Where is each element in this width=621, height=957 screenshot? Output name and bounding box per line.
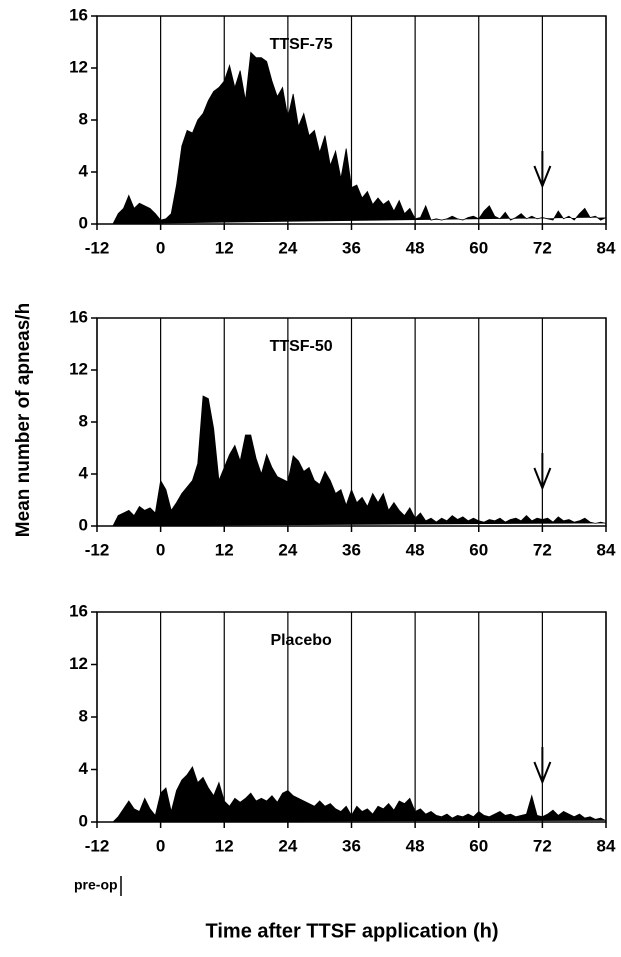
x-tick-label: 84 xyxy=(597,540,616,559)
y-tick-label: 16 xyxy=(69,5,88,24)
x-tick-label: 60 xyxy=(469,238,488,257)
x-tick-label: 60 xyxy=(469,540,488,559)
plot-frame xyxy=(96,15,607,225)
x-axis-title: Time after TTSF application (h) xyxy=(206,920,499,942)
arrow xyxy=(533,453,552,491)
y-tick-label: 0 xyxy=(79,515,88,534)
y-tick-label: 12 xyxy=(69,359,88,378)
x-tick-label: 72 xyxy=(533,836,552,855)
plot-frame xyxy=(96,611,607,823)
y-tick-label: 0 xyxy=(79,213,88,232)
panel-title: Placebo xyxy=(270,632,332,649)
x-tick-label: 72 xyxy=(533,238,552,257)
panel-title: TTSF-75 xyxy=(270,36,333,53)
x-tick-label: 24 xyxy=(278,540,297,559)
x-tick-label: 24 xyxy=(278,836,297,855)
arrow xyxy=(533,151,552,189)
y-tick-label: 12 xyxy=(69,654,88,673)
plot-frame xyxy=(96,317,607,527)
y-tick-label: 16 xyxy=(69,307,88,326)
y-tick-label: 8 xyxy=(79,706,88,725)
x-tick-label: 24 xyxy=(278,238,297,257)
y-tick-label: 4 xyxy=(79,161,89,180)
x-tick-label: 12 xyxy=(215,836,234,855)
y-axis-title: Mean number of apneas/h xyxy=(13,303,34,537)
x-tick-label: 0 xyxy=(156,238,165,257)
x-tick-label: 12 xyxy=(215,238,234,257)
area xyxy=(112,395,607,527)
panel-title: TTSF-50 xyxy=(270,338,333,355)
x-tick-label: 48 xyxy=(406,540,425,559)
x-tick-label: 84 xyxy=(597,836,616,855)
x-tick-label: 36 xyxy=(342,540,361,559)
x-tick-label: 72 xyxy=(533,540,552,559)
arrow xyxy=(533,747,552,785)
y-tick-label: 12 xyxy=(69,57,88,76)
x-tick-label: 84 xyxy=(597,238,616,257)
y-tick-label: 16 xyxy=(69,601,88,620)
x-tick-label: 0 xyxy=(156,540,165,559)
x-tick-label: 60 xyxy=(469,836,488,855)
y-tick-label: 8 xyxy=(79,411,88,430)
y-tick-label: 8 xyxy=(79,109,88,128)
x-tick-label: -12 xyxy=(85,836,110,855)
x-tick-label: 48 xyxy=(406,238,425,257)
area xyxy=(112,51,607,225)
x-tick-label: 36 xyxy=(342,238,361,257)
x-tick-label: 12 xyxy=(215,540,234,559)
x-tick-label: 48 xyxy=(406,836,425,855)
x-tick-label: -12 xyxy=(85,238,110,257)
y-tick-label: 4 xyxy=(79,759,89,778)
y-tick-label: 4 xyxy=(79,463,89,482)
x-tick-label: -12 xyxy=(85,540,110,559)
area xyxy=(112,765,607,823)
x-tick-label: 0 xyxy=(156,836,165,855)
y-tick-label: 0 xyxy=(79,811,88,830)
x-tick-label: 36 xyxy=(342,836,361,855)
annotation: pre-op xyxy=(74,877,118,893)
